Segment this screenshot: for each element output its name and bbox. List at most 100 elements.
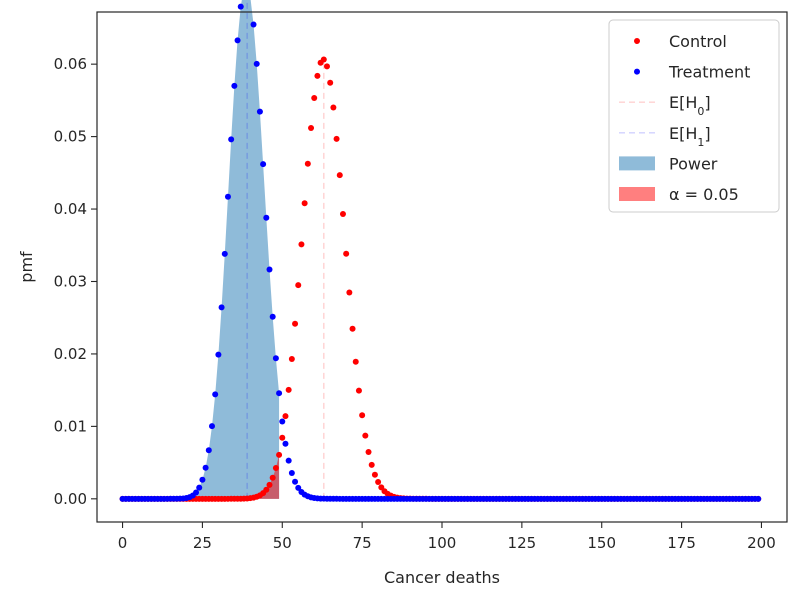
legend-treatment-label: Treatment bbox=[668, 63, 750, 82]
y-axis-ticks: 0.00 0.01 0.02 0.03 0.04 0.05 0.06 bbox=[54, 55, 97, 508]
legend-power-label: Power bbox=[669, 154, 718, 173]
control-point bbox=[343, 250, 350, 257]
control-point bbox=[375, 479, 382, 486]
control-point bbox=[266, 481, 273, 488]
control-point bbox=[263, 486, 270, 493]
treatment-point bbox=[295, 484, 302, 491]
x-tick-label: 125 bbox=[508, 534, 537, 552]
y-tick-label: 0.02 bbox=[54, 345, 87, 363]
control-point bbox=[339, 211, 346, 218]
treatment-point bbox=[209, 423, 215, 430]
control-point bbox=[295, 282, 302, 289]
x-tick-label: 200 bbox=[747, 534, 776, 552]
treatment-point bbox=[272, 355, 279, 362]
treatment-point bbox=[266, 266, 273, 273]
control-point bbox=[336, 172, 343, 179]
treatment-point bbox=[231, 82, 238, 89]
x-tick-label: 0 bbox=[118, 534, 128, 552]
treatment-point bbox=[212, 391, 219, 398]
treatment-point bbox=[282, 440, 289, 447]
y-tick-label: 0.00 bbox=[54, 490, 87, 508]
treatment-point bbox=[276, 390, 283, 397]
y-tick-label: 0.04 bbox=[54, 200, 87, 218]
control-point bbox=[333, 135, 340, 142]
x-tick-label: 25 bbox=[193, 534, 212, 552]
treatment-point bbox=[215, 351, 222, 358]
control-point bbox=[371, 471, 378, 478]
control-point bbox=[352, 358, 359, 365]
control-point bbox=[346, 289, 353, 296]
control-point bbox=[272, 464, 279, 471]
control-point bbox=[308, 124, 315, 131]
treatment-point bbox=[292, 478, 299, 485]
treatment-point bbox=[260, 161, 267, 168]
shaded-region-power bbox=[122, 0, 280, 499]
y-axis-label: pmf bbox=[17, 251, 36, 283]
treatment-point bbox=[237, 3, 244, 10]
control-point bbox=[282, 413, 289, 420]
legend-0-05-symbol bbox=[619, 187, 655, 201]
control-point bbox=[365, 449, 372, 456]
treatment-point bbox=[253, 60, 260, 67]
control-point bbox=[355, 387, 362, 394]
treatment-point bbox=[755, 495, 762, 502]
control-point bbox=[276, 451, 283, 458]
treatment-point bbox=[234, 37, 241, 44]
treatment-point bbox=[224, 193, 231, 200]
control-point bbox=[359, 412, 366, 419]
control-point bbox=[314, 72, 321, 79]
treatment-point bbox=[269, 313, 276, 320]
treatment-point bbox=[193, 489, 200, 496]
treatment-point bbox=[256, 108, 263, 115]
shaded-regions bbox=[122, 0, 280, 499]
control-point bbox=[304, 160, 311, 167]
control-point bbox=[288, 355, 295, 362]
control-point bbox=[298, 241, 305, 248]
treatment-point bbox=[250, 21, 257, 28]
x-tick-label: 175 bbox=[667, 534, 696, 552]
control-point bbox=[301, 200, 308, 207]
treatment-point bbox=[279, 418, 286, 425]
x-tick-label: 50 bbox=[273, 534, 292, 552]
legend-control-label: Control bbox=[669, 32, 727, 51]
treatment-point bbox=[288, 469, 295, 476]
x-tick-label: 100 bbox=[428, 534, 457, 552]
y-tick-label: 0.06 bbox=[54, 55, 87, 73]
y-tick-label: 0.03 bbox=[54, 272, 87, 290]
legend-control-symbol bbox=[634, 38, 640, 44]
treatment-point bbox=[263, 214, 270, 221]
legend-0-05-label: α = 0.05 bbox=[669, 185, 739, 204]
treatment-point bbox=[196, 484, 203, 491]
control-point bbox=[330, 104, 337, 111]
x-axis-ticks: 0 25 50 75 100 125 150 175 200 bbox=[118, 522, 776, 552]
x-tick-label: 75 bbox=[353, 534, 372, 552]
x-tick-label: 150 bbox=[587, 534, 616, 552]
treatment-point bbox=[202, 464, 209, 471]
control-point bbox=[349, 325, 356, 332]
control-point bbox=[368, 461, 375, 468]
treatment-point bbox=[205, 447, 212, 454]
control-point bbox=[327, 79, 334, 86]
y-tick-label: 0.05 bbox=[54, 128, 87, 146]
treatment-point bbox=[285, 457, 292, 464]
treatment-series bbox=[119, 0, 762, 502]
control-point bbox=[320, 56, 327, 63]
treatment-point bbox=[221, 250, 228, 257]
treatment-point bbox=[228, 136, 235, 143]
legend-treatment-symbol bbox=[634, 68, 640, 75]
control-point bbox=[285, 386, 292, 393]
expected-value-lines bbox=[246, 0, 325, 499]
control-point bbox=[279, 434, 286, 441]
x-axis-label: Cancer deaths bbox=[384, 568, 500, 587]
treatment-point bbox=[199, 476, 206, 483]
y-tick-label: 0.01 bbox=[54, 417, 87, 435]
treatment-point bbox=[218, 304, 225, 311]
control-point bbox=[292, 320, 299, 327]
legend-power-symbol bbox=[619, 156, 655, 171]
control-point bbox=[311, 95, 318, 102]
control-point bbox=[362, 432, 369, 439]
control-point bbox=[324, 63, 330, 70]
control-point bbox=[269, 474, 276, 481]
